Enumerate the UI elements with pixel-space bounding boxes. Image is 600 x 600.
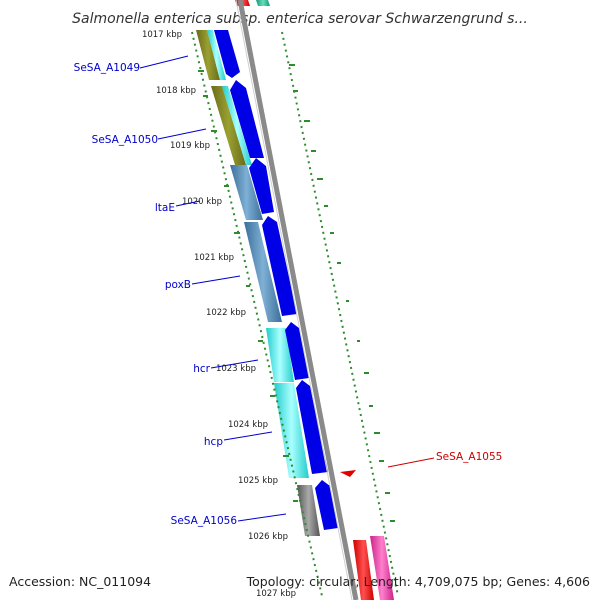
tick-label: 1026 kbp <box>248 532 288 542</box>
gc-bar <box>293 500 298 502</box>
backbone-edge <box>235 0 353 600</box>
backbone-line <box>237 0 359 600</box>
cog-segment <box>353 540 374 600</box>
cds-arrow <box>262 216 297 316</box>
label-leader <box>387 457 435 468</box>
cog-segment <box>244 222 282 322</box>
gc-bar <box>317 178 323 180</box>
reverse-cds-marker <box>340 470 356 477</box>
gc-bar <box>293 90 298 92</box>
gene-label-sesa-a1049[interactable]: SeSA_A1049 <box>74 62 140 74</box>
gc-bar <box>369 405 373 407</box>
cog-band <box>196 0 394 600</box>
forward-cds-track <box>214 30 338 530</box>
cds-arrow <box>214 30 240 78</box>
cog-segment <box>211 86 246 165</box>
gc-bar <box>364 372 369 374</box>
gc-bar <box>289 64 295 66</box>
map-title: Salmonella enterica subsp. enterica sero… <box>72 11 528 27</box>
gc-bar <box>374 432 380 434</box>
cog-segment <box>274 383 309 478</box>
gc-dotted-inner <box>191 31 323 597</box>
cog-segment <box>297 485 320 536</box>
gc-bar <box>211 130 217 132</box>
gc-bar <box>385 492 390 494</box>
cds-arrow <box>230 80 264 158</box>
cds-arrow <box>296 380 328 474</box>
tick-label: 1020 kbp <box>182 197 222 207</box>
cog-segment <box>196 30 220 80</box>
gene-label-sesa-a1055[interactable]: SeSA_A1055 <box>436 451 502 463</box>
gene-label-sesa-a1050[interactable]: SeSA_A1050 <box>92 134 158 146</box>
gc-bar <box>283 455 289 457</box>
gene-label-hcr[interactable]: hcr <box>193 363 210 375</box>
gc-bar <box>330 232 334 234</box>
cog-segment <box>230 165 263 220</box>
cds-arrow <box>249 158 274 214</box>
gene-label-ltae[interactable]: ltaE <box>155 202 175 214</box>
cog-segment <box>266 328 294 382</box>
gc-bar <box>357 340 360 342</box>
gc-bar <box>337 262 341 264</box>
accession-text: Accession: NC_011094 <box>9 574 151 589</box>
gc-bar <box>346 300 349 302</box>
tick-label: 1025 kbp <box>238 476 278 486</box>
cog-segment <box>370 536 394 600</box>
tick-label: 1027 kbp <box>256 589 296 599</box>
tick-label: 1017 kbp <box>142 30 182 40</box>
gene-label-hcp[interactable]: hcp <box>204 436 223 448</box>
label-leader <box>175 200 201 207</box>
gc-bar <box>379 460 384 462</box>
label-leader <box>237 513 287 522</box>
gc-bar <box>324 205 328 207</box>
tick-label: 1024 kbp <box>228 420 268 430</box>
tick-label: 1023 kbp <box>216 364 256 374</box>
tick-label: 1019 kbp <box>170 141 210 151</box>
cog-segment <box>256 0 270 6</box>
label-leader <box>210 359 259 369</box>
tick-label: 1018 kbp <box>156 86 196 96</box>
gc-bar <box>258 340 263 342</box>
gc-bar <box>224 185 229 187</box>
genome-summary-text: Topology: circular; Length: 4,709,075 bp… <box>246 574 590 589</box>
gene-labels: SeSA_A1049 SeSA_A1050 ltaE poxB hcr hcp … <box>74 55 502 527</box>
cds-arrow <box>315 480 338 530</box>
gc-bar <box>234 232 240 234</box>
gc-bar <box>311 150 316 152</box>
gc-bar <box>390 520 395 522</box>
gc-bar <box>246 285 250 287</box>
position-ticks: 1017 kbp 1018 kbp 1019 kbp 1020 kbp 1021… <box>142 30 296 599</box>
tick-label: 1022 kbp <box>206 308 246 318</box>
genome-backbone <box>235 0 359 600</box>
cds-arrow <box>285 322 309 380</box>
gc-bar <box>270 395 275 397</box>
label-leader <box>223 431 273 441</box>
cog-segment <box>207 30 226 80</box>
label-leader <box>191 275 241 285</box>
label-leader <box>157 128 207 140</box>
gc-bar <box>198 70 204 72</box>
gc-bar <box>304 120 310 122</box>
tick-label: 1021 kbp <box>194 253 234 263</box>
gc-bar <box>203 95 208 97</box>
gene-label-poxb[interactable]: poxB <box>165 279 191 291</box>
label-leader <box>139 55 189 69</box>
gene-label-sesa-a1056[interactable]: SeSA_A1056 <box>171 515 238 527</box>
gc-content-track <box>191 31 399 597</box>
cog-segment <box>222 86 252 165</box>
